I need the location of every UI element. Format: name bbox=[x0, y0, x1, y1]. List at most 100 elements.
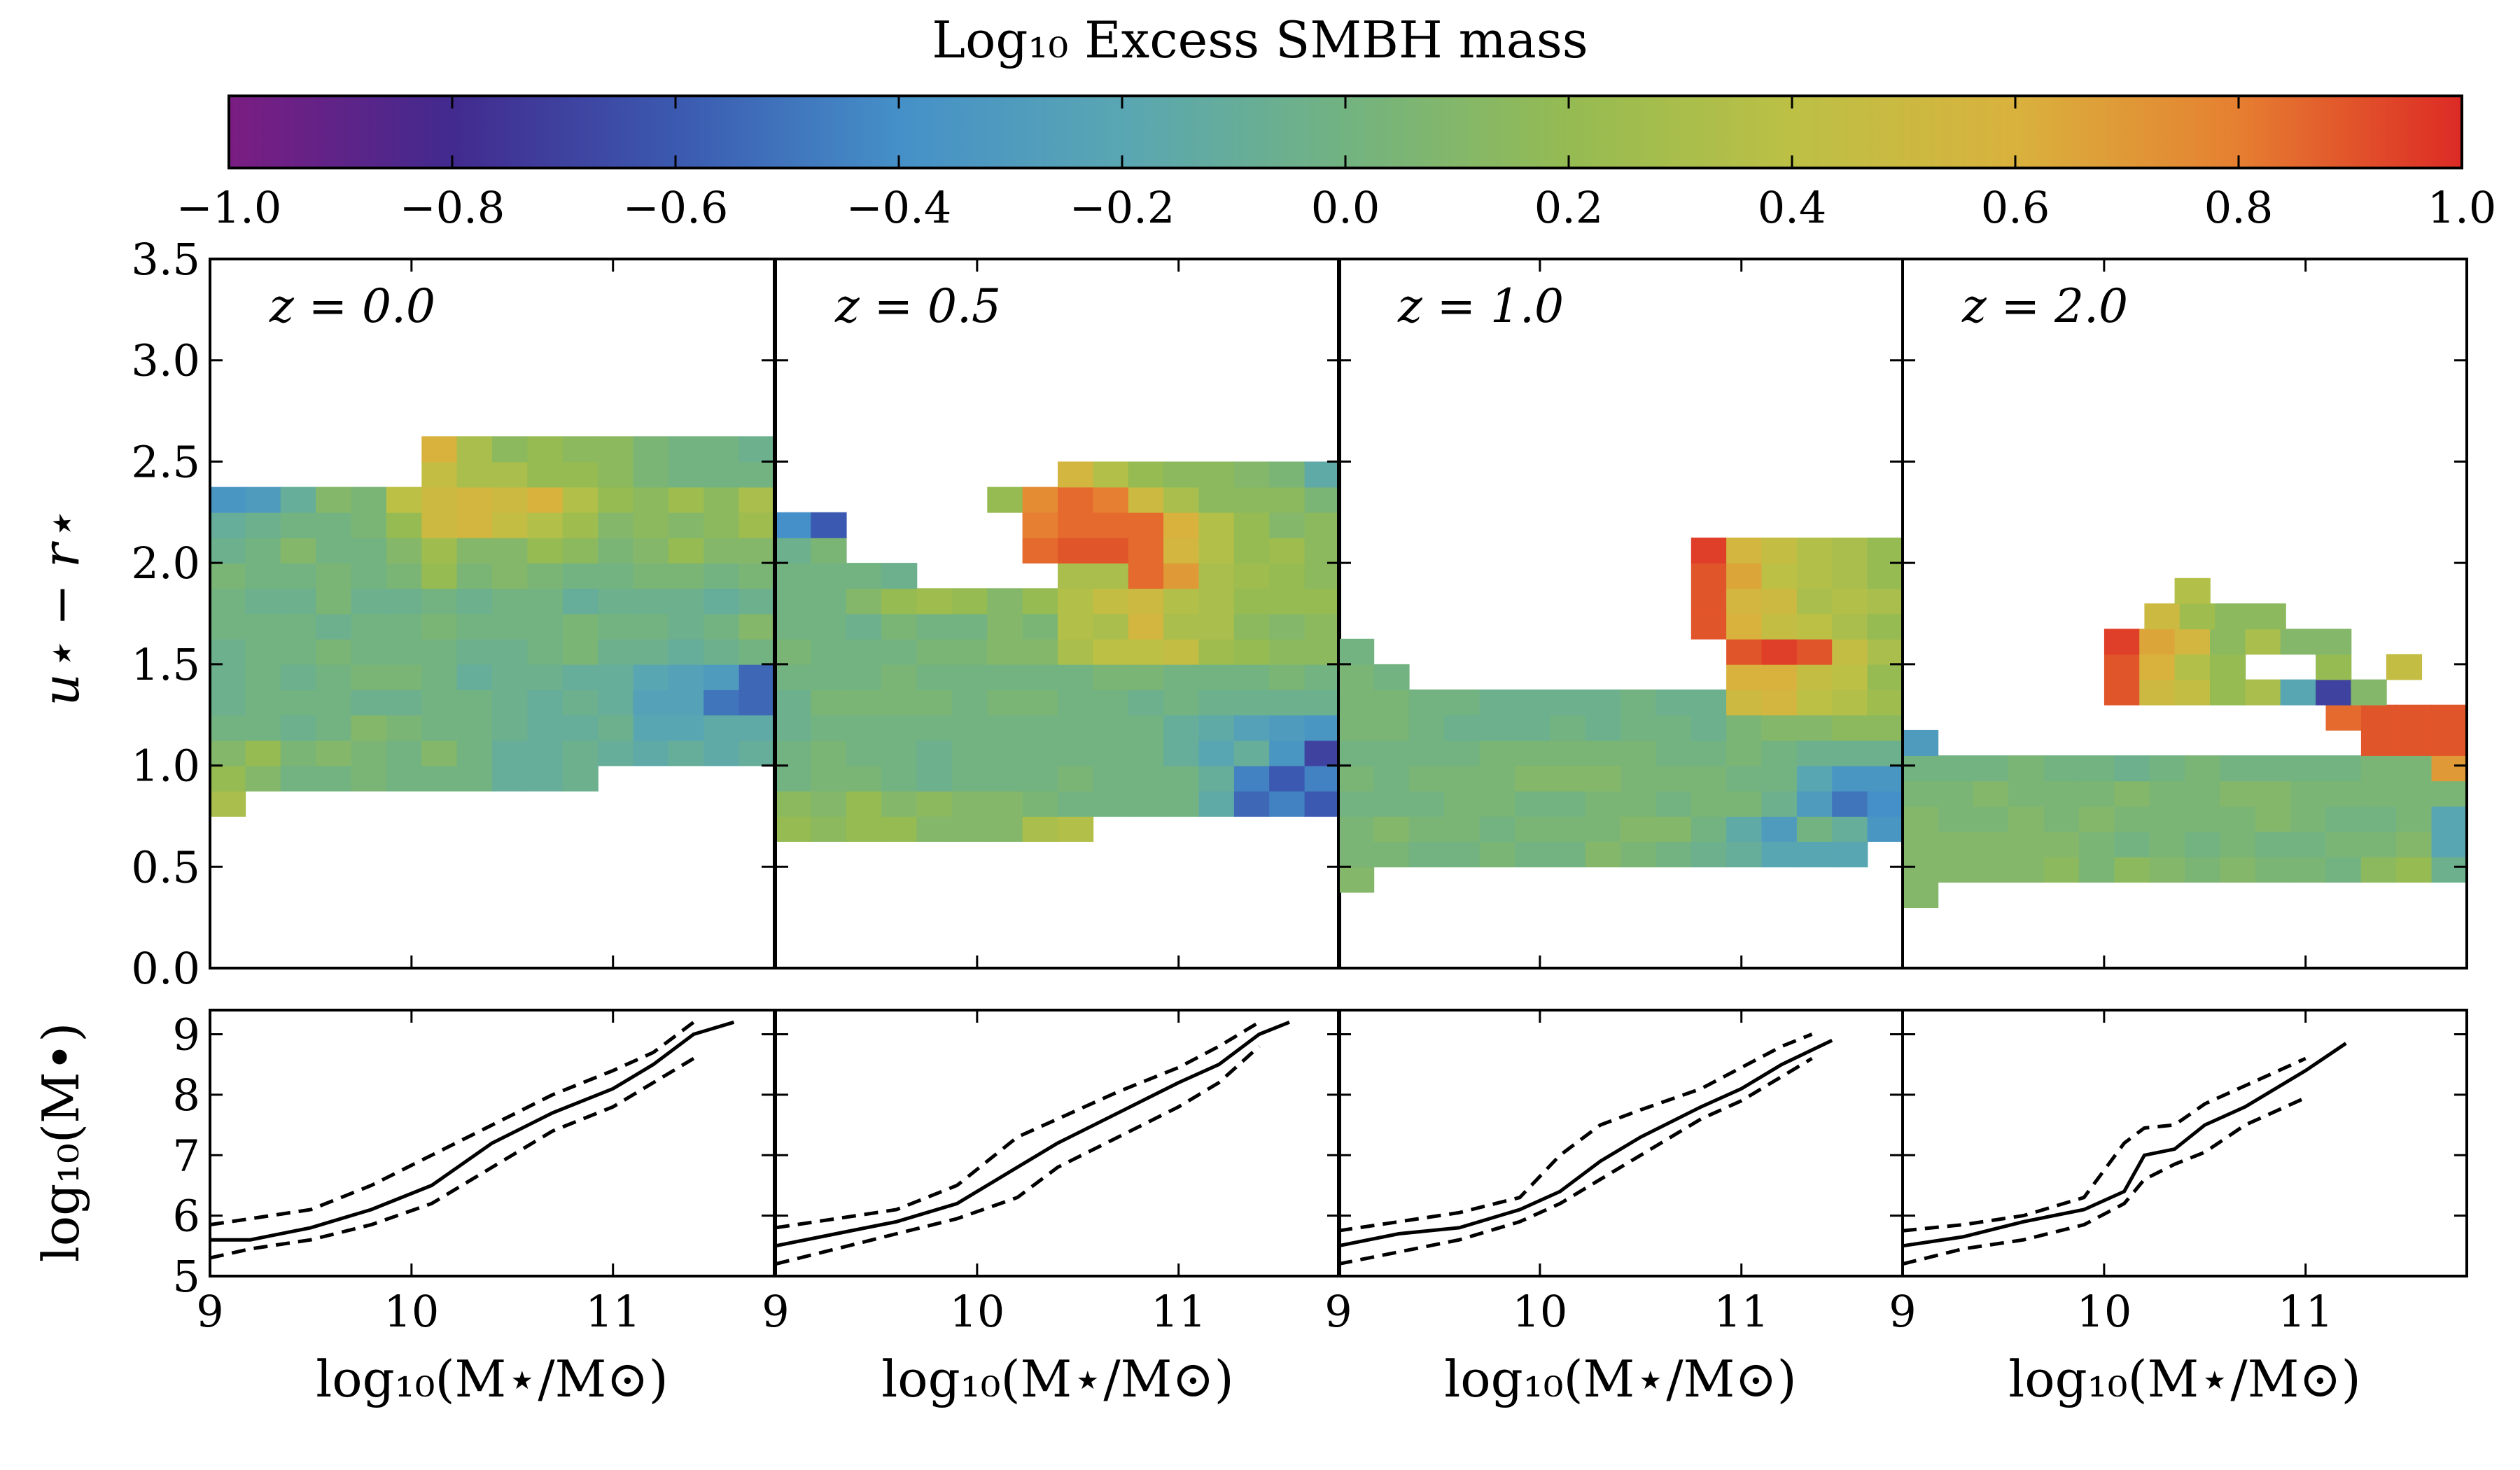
heatmap-cell bbox=[245, 486, 281, 513]
heatmap-cell bbox=[668, 538, 705, 564]
heatmap-cell bbox=[738, 690, 774, 715]
heatmap-cell bbox=[1726, 790, 1763, 817]
heatmap-cell bbox=[492, 563, 528, 589]
heatmap-cell bbox=[456, 765, 493, 792]
heatmap-cell bbox=[846, 740, 882, 766]
heatmap-cell bbox=[881, 563, 918, 589]
heatmap-cell bbox=[1690, 841, 1727, 868]
heatmap-cell bbox=[210, 613, 246, 640]
heatmap-cell bbox=[1938, 614, 1973, 640]
heatmap-cell bbox=[809, 487, 845, 513]
heatmap-cell bbox=[2220, 806, 2256, 832]
heatmap-cell bbox=[527, 436, 564, 463]
heatmap-cell bbox=[1587, 664, 1623, 690]
heatmap-cell bbox=[351, 638, 387, 665]
heatmap-cell bbox=[1726, 715, 1763, 741]
heatmap-cell bbox=[1408, 841, 1445, 868]
heatmap-cell bbox=[421, 461, 458, 488]
heatmap-cell bbox=[2250, 603, 2286, 629]
heatmap-cell bbox=[951, 790, 988, 817]
heatmap-cell bbox=[633, 461, 669, 488]
x-axis-label: log₁₀(M⋆/M⊙) bbox=[1444, 1350, 1796, 1408]
heatmap-cell bbox=[633, 690, 669, 715]
heatmap-cell bbox=[738, 613, 774, 640]
heatmap-cell bbox=[316, 638, 352, 665]
heatmap-cell bbox=[916, 664, 953, 690]
heatmap-cell bbox=[1550, 816, 1586, 842]
heatmap-cell bbox=[633, 740, 669, 766]
heatmap-cell bbox=[2210, 679, 2246, 706]
heatmap-cell bbox=[456, 715, 493, 741]
heatmap-cell bbox=[1444, 715, 1480, 741]
heatmap-cell bbox=[1832, 538, 1868, 564]
heatmap-cell bbox=[210, 790, 246, 817]
heatmap-cell bbox=[1550, 715, 1586, 741]
heatmap-cell bbox=[1620, 816, 1657, 842]
heatmap-cell bbox=[1022, 765, 1058, 792]
top-panel-frame bbox=[1901, 258, 2468, 969]
top-y-tick-label: 3.5 bbox=[131, 234, 200, 285]
heatmap-cell bbox=[811, 690, 847, 715]
heatmap-cell bbox=[1690, 790, 1727, 817]
heatmap-cell bbox=[245, 690, 281, 715]
heatmap-cell bbox=[704, 690, 740, 715]
heatmap-cell bbox=[492, 638, 528, 665]
colorbar-tick-label: −0.2 bbox=[1070, 182, 1175, 233]
heatmap-cell bbox=[668, 638, 705, 665]
heatmap-cell bbox=[2044, 690, 2080, 715]
heatmap-cell bbox=[2044, 664, 2080, 690]
heatmap-cell bbox=[1479, 790, 1516, 817]
heatmap-cell bbox=[1022, 664, 1058, 690]
heatmap-cell bbox=[2114, 806, 2150, 832]
heatmap-cell bbox=[2008, 614, 2044, 640]
heatmap-cell bbox=[738, 638, 774, 665]
heatmap-cell bbox=[2043, 856, 2080, 883]
heatmap-cell bbox=[456, 563, 493, 589]
heatmap-cell bbox=[1198, 790, 1235, 817]
heatmap-cell bbox=[1867, 613, 1903, 640]
heatmap-cell bbox=[2008, 715, 2044, 741]
heatmap-cell bbox=[598, 588, 634, 615]
heatmap-cell bbox=[951, 715, 988, 741]
heatmap-cell bbox=[316, 664, 352, 690]
heatmap-cell bbox=[2360, 729, 2398, 756]
heatmap-cell bbox=[1796, 740, 1833, 766]
heatmap-cell bbox=[846, 613, 882, 640]
heatmap-cell bbox=[2245, 629, 2281, 655]
heatmap-cell bbox=[456, 486, 493, 513]
heatmap-cell bbox=[2290, 806, 2327, 832]
heatmap-cell bbox=[1163, 790, 1200, 817]
heatmap-cell bbox=[562, 538, 598, 564]
heatmap-cell bbox=[1796, 816, 1833, 842]
heatmap-cell bbox=[1903, 563, 1938, 589]
heatmap-cell bbox=[456, 690, 493, 715]
heatmap-cell bbox=[562, 613, 598, 640]
heatmap-cell bbox=[562, 664, 598, 690]
heatmap-cell bbox=[668, 436, 705, 463]
heatmap-cell bbox=[2502, 755, 2520, 781]
heatmap-cell bbox=[1093, 588, 1129, 615]
heatmap-cell bbox=[2149, 831, 2185, 858]
heatmap-cell bbox=[210, 638, 246, 665]
heatmap-cell bbox=[1479, 740, 1516, 766]
heatmap-cell bbox=[386, 613, 423, 640]
heatmap-cell bbox=[2114, 755, 2150, 782]
heatmap-cell bbox=[351, 715, 387, 741]
heatmap-cell bbox=[1446, 639, 1481, 665]
heatmap-cell bbox=[562, 638, 598, 665]
top-y-tick-label: 0.5 bbox=[131, 841, 200, 892]
heatmap-cell bbox=[386, 563, 423, 589]
heatmap-cell bbox=[2396, 729, 2432, 756]
heatmap-cell bbox=[704, 715, 740, 741]
bottom-x-tick-label: 9 bbox=[196, 1286, 223, 1337]
heatmap-cell bbox=[881, 588, 918, 615]
heatmap-cell bbox=[492, 588, 528, 615]
heatmap-cell bbox=[1832, 563, 1868, 589]
heatmap-cell bbox=[1410, 614, 1446, 640]
heatmap-cell bbox=[776, 690, 812, 715]
heatmap-cell bbox=[1022, 512, 1058, 538]
bottom-panel-frame bbox=[1901, 1009, 2468, 1278]
heatmap-cell bbox=[1373, 715, 1410, 741]
top-y-tick-label: 2.0 bbox=[131, 538, 200, 589]
heatmap-cell bbox=[1796, 790, 1833, 817]
